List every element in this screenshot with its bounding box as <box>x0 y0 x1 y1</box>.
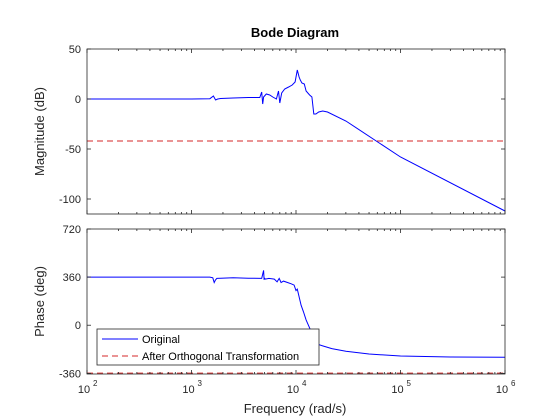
magnitude-axes-box <box>86 48 506 215</box>
phase-line-original <box>87 270 506 358</box>
phase-ytick-label: -360 <box>59 368 81 380</box>
x-tick-label-exponent: 2 <box>93 379 98 388</box>
chart-title: Bode Diagram <box>251 25 339 40</box>
phase-ytick-label: 0 <box>75 320 81 332</box>
x-tick-label: 10 <box>78 384 90 396</box>
legend-label-original: Original <box>142 334 180 346</box>
x-tick-label-exponent: 4 <box>302 379 307 388</box>
phase-axes-box <box>86 228 506 375</box>
magnitude-ylabel: Magnitude (dB) <box>32 87 47 176</box>
magnitude-panel: 50 0 -50 -100 Magnitude (dB) <box>32 44 506 215</box>
phase-ylabel: Phase (deg) <box>32 266 47 337</box>
phase-ytick-label: 720 <box>63 224 81 236</box>
magnitude-ytick-label: -50 <box>65 144 81 156</box>
x-tick-label-exponent: 6 <box>511 379 516 388</box>
x-tick-label-exponent: 5 <box>407 379 412 388</box>
magnitude-line-original <box>87 69 506 212</box>
legend-box <box>96 328 320 366</box>
magnitude-plot-area <box>87 49 505 214</box>
phase-series-layer <box>87 270 506 374</box>
x-tick-label-exponent: 3 <box>198 379 203 388</box>
phase-ytick-label: 360 <box>63 272 81 284</box>
x-tick-label: 10 <box>391 384 403 396</box>
x-tick-label: 10 <box>287 384 299 396</box>
legend-label-transformed: After Orthogonal Transformation <box>142 351 299 363</box>
legend: Original After Orthogonal Transformation <box>96 328 320 366</box>
magnitude-series-layer <box>87 69 506 212</box>
magnitude-ytick-label: -100 <box>59 194 81 206</box>
x-axis-label: Frequency (rad/s) <box>244 401 347 416</box>
magnitude-ytick-label: 0 <box>75 94 81 106</box>
x-tick-label: 10 <box>496 384 508 396</box>
x-tick-label: 10 <box>182 384 194 396</box>
magnitude-ytick-label: 50 <box>69 44 81 56</box>
